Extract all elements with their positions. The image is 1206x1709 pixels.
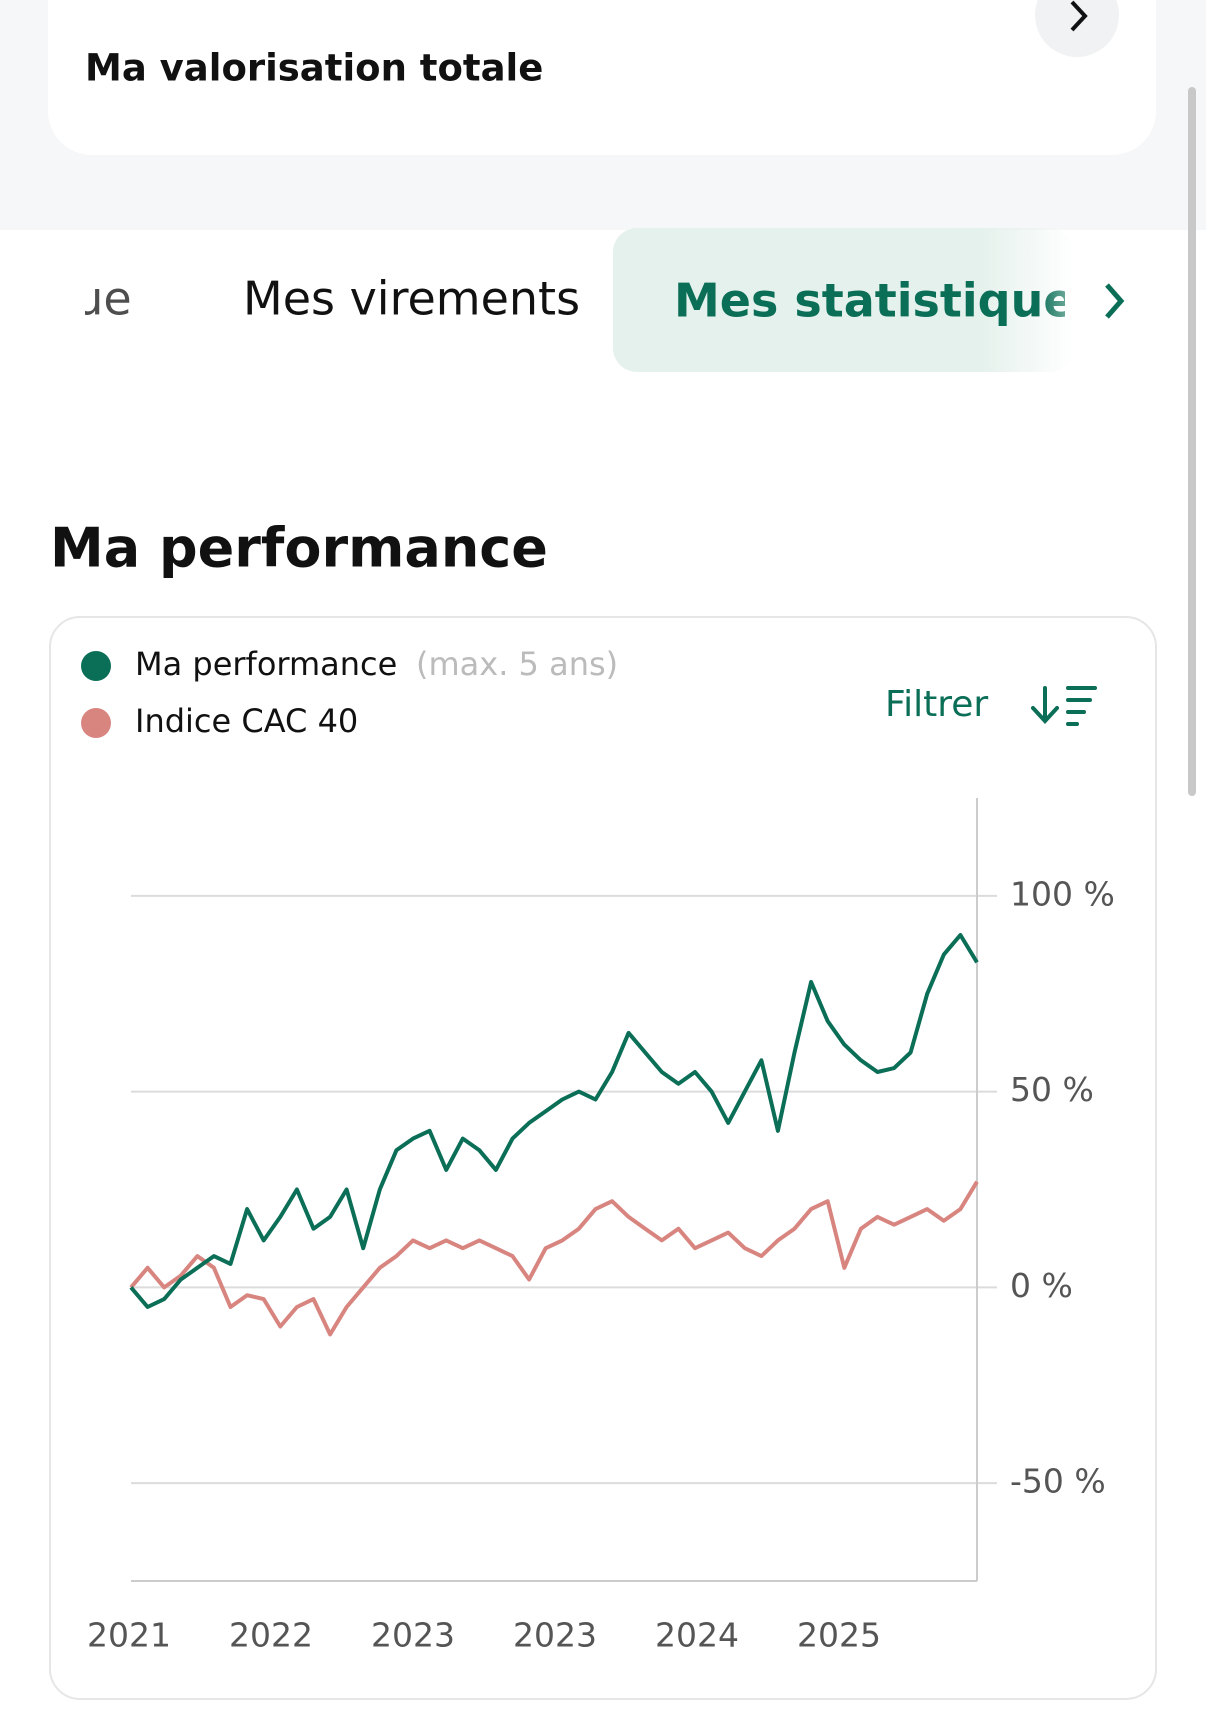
valuation-label: Ma valorisation totale [85, 47, 543, 90]
tabs-next[interactable] [1105, 283, 1125, 319]
filter-button[interactable]: Filtrer [885, 684, 988, 725]
tab-active[interactable]: Mes statistiques [674, 274, 1102, 328]
valuation-card [48, 0, 1156, 155]
chevron [1070, 0, 1088, 32]
x-tick-label: 2023 [513, 1616, 597, 1655]
y-tick-label: 0 % [1010, 1266, 1073, 1305]
legend-label: Indice CAC 40 [135, 702, 358, 740]
chart-card [49, 616, 1157, 1700]
y-tick-label: 50 % [1010, 1070, 1094, 1109]
x-tick-label: 2024 [655, 1616, 739, 1655]
x-tick-label: 2023 [371, 1616, 455, 1655]
legend-dot [81, 651, 111, 681]
legend-dot [81, 708, 111, 738]
legend-label: Ma performance [135, 645, 397, 683]
x-tick-label: 2025 [797, 1616, 881, 1655]
tab[interactable]: Mes virements [243, 272, 580, 326]
scrollbar [1188, 87, 1196, 796]
section-title: Ma performance [50, 517, 548, 580]
active-tab-bg [613, 228, 1073, 372]
series-line [129, 933, 979, 1309]
filter-icon [1031, 686, 1097, 726]
y-tick-label: -50 % [1010, 1462, 1106, 1501]
tab[interactable]: que [45, 272, 132, 326]
series-line [129, 1180, 979, 1337]
legend-note: (max. 5 ans) [416, 645, 618, 683]
y-tick-label: 100 % [1010, 874, 1115, 913]
x-tick-label: 2022 [229, 1616, 313, 1655]
open-button[interactable] [1035, 0, 1119, 57]
x-tick-label: 2021 [87, 1616, 171, 1655]
